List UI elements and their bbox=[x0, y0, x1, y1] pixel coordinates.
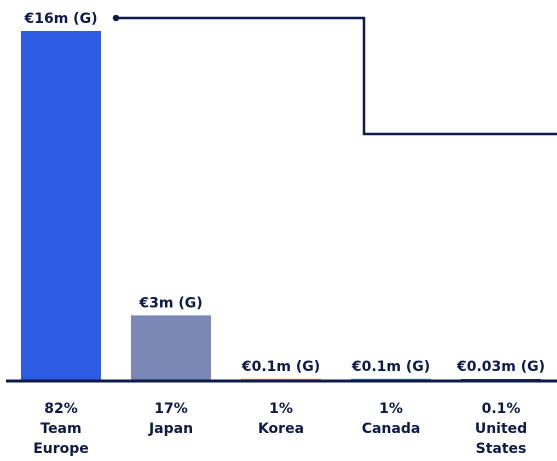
value-label-2: €0.1m (G) bbox=[241, 359, 320, 375]
bar-1 bbox=[131, 315, 211, 381]
category-label-0-1: Europe bbox=[33, 441, 89, 457]
category-label-3-0: Canada bbox=[362, 421, 421, 437]
connector-line bbox=[116, 16, 557, 136]
share-label-4: 0.1% bbox=[482, 401, 521, 417]
value-label-1: €3m (G) bbox=[138, 295, 202, 311]
category-label-4-0: United bbox=[475, 421, 527, 437]
value-label-0: €16m (G) bbox=[24, 11, 98, 27]
value-labels-layer: €16m (G) €3m (G) €0.1m (G) €0.1m (G) €0.03m … bbox=[24, 11, 546, 375]
share-label-1: 17% bbox=[154, 401, 188, 417]
connector-layer bbox=[112, 14, 557, 136]
share-label-3: 1% bbox=[379, 401, 403, 417]
category-label-0-0: Team bbox=[40, 421, 81, 437]
value-label-3: €0.1m (G) bbox=[351, 359, 430, 375]
category-label-2-0: Korea bbox=[258, 421, 304, 437]
category-labels-layer: 82% Team Europe 17% Japan 1% Korea 1% Canada 0.1%… bbox=[33, 401, 527, 457]
share-label-0: 82% bbox=[44, 401, 78, 417]
category-label-1-0: Japan bbox=[148, 421, 193, 437]
bars-layer bbox=[21, 31, 541, 381]
share-label-2: 1% bbox=[269, 401, 293, 417]
value-label-4: €0.03m (G) bbox=[456, 359, 545, 375]
bar-0 bbox=[21, 31, 101, 381]
category-label-4-1: States bbox=[476, 441, 527, 457]
